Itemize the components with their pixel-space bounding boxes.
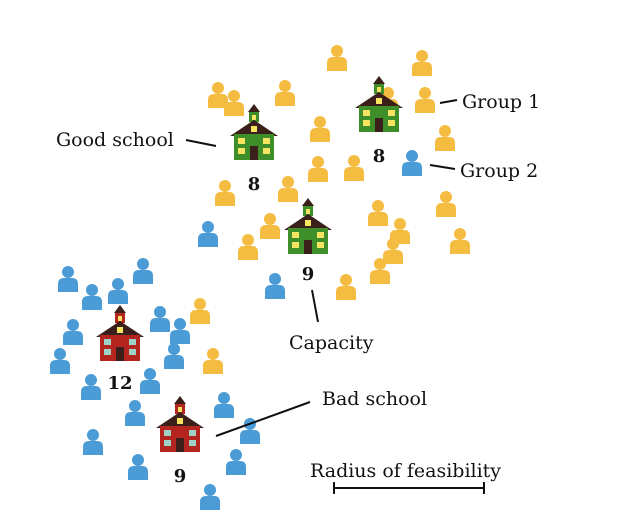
- school-capacity-label: 9: [302, 264, 315, 285]
- group2-person-icon: [108, 278, 128, 304]
- capacity-annotation: Capacity: [289, 289, 374, 354]
- group2-person-icon: [402, 150, 422, 176]
- people-layer: [50, 45, 470, 510]
- good-school-leader: [185, 139, 217, 147]
- group2-person-icon: [125, 400, 145, 426]
- group2-person-icon: [150, 306, 170, 332]
- good-school-annotation: Good school: [56, 129, 217, 151]
- group1-person-icon: [190, 298, 210, 324]
- group1-person-icon: [390, 218, 410, 244]
- group1-person-icon: [275, 80, 295, 106]
- radius-label: Radius of feasibility: [310, 460, 501, 482]
- group1-leader: [439, 99, 458, 104]
- good-school-icon: [230, 104, 278, 160]
- group2-person-icon: [133, 258, 153, 284]
- group2-person-icon: [128, 454, 148, 480]
- group1-person-icon: [435, 125, 455, 151]
- group2-person-icon: [81, 374, 101, 400]
- group1-person-icon: [415, 87, 435, 113]
- group1-person-icon: [215, 180, 235, 206]
- group2-label: Group 2: [460, 160, 538, 182]
- group1-person-icon: [308, 156, 328, 182]
- group2-person-icon: [265, 273, 285, 299]
- group2-person-icon: [170, 318, 190, 344]
- group1-label: Group 1: [462, 91, 540, 113]
- group1-annotation: Group 1: [439, 91, 540, 113]
- group2-person-icon: [164, 343, 184, 369]
- group1-person-icon: [260, 213, 280, 239]
- group1-person-icon: [344, 155, 364, 181]
- good-school-label: Good school: [56, 129, 174, 151]
- group2-person-icon: [83, 429, 103, 455]
- bad-school-leader: [215, 401, 311, 437]
- group2-person-icon: [226, 449, 246, 475]
- group2-person-icon: [200, 484, 220, 510]
- bad-school-icon: [156, 396, 204, 452]
- group1-person-icon: [368, 200, 388, 226]
- group1-person-icon: [224, 90, 244, 116]
- group1-person-icon: [336, 274, 356, 300]
- group2-leader: [429, 164, 456, 170]
- school-capacity-label: 12: [107, 373, 132, 394]
- group2-annotation: Group 2: [429, 160, 538, 182]
- good-school-icon: [284, 198, 332, 254]
- capacity-leader: [311, 289, 319, 323]
- radius-scale: Radius of feasibility: [310, 460, 501, 494]
- group2-person-icon: [63, 319, 83, 345]
- group1-person-icon: [238, 234, 258, 260]
- group1-person-icon: [208, 82, 228, 108]
- group1-person-icon: [327, 45, 347, 71]
- group2-person-icon: [50, 348, 70, 374]
- bad-school-icon: [96, 305, 144, 361]
- bad-school-label: Bad school: [322, 388, 427, 410]
- group1-person-icon: [436, 191, 456, 217]
- schools-layer: 8 8 9 12 9: [96, 76, 403, 487]
- group1-person-icon: [203, 348, 223, 374]
- group2-person-icon: [82, 284, 102, 310]
- good-school-icon: [355, 76, 403, 132]
- bad-school-annotation: Bad school: [215, 388, 427, 437]
- school-capacity-label: 8: [373, 146, 386, 167]
- school-capacity-label: 9: [174, 466, 187, 487]
- group1-person-icon: [278, 176, 298, 202]
- group1-person-icon: [450, 228, 470, 254]
- group2-person-icon: [198, 221, 218, 247]
- school-capacity-label: 8: [248, 174, 261, 195]
- group1-person-icon: [310, 116, 330, 142]
- group2-person-icon: [214, 392, 234, 418]
- capacity-label: Capacity: [289, 332, 374, 354]
- group2-person-icon: [140, 368, 160, 394]
- group2-person-icon: [58, 266, 78, 292]
- group1-person-icon: [412, 50, 432, 76]
